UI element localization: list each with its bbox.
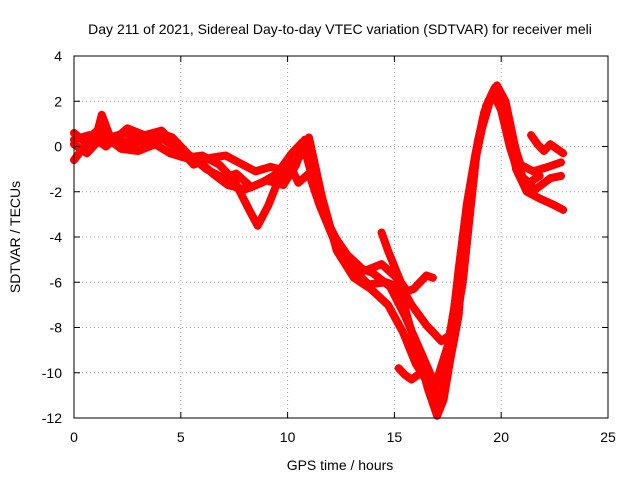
series-track-6 [527, 131, 568, 158]
x-tick-label: 5 [177, 429, 185, 445]
data-point-markers [394, 364, 422, 384]
y-tick-label: -10 [42, 365, 62, 381]
x-tick-label: 15 [387, 429, 403, 445]
y-tick-label: -4 [50, 229, 63, 245]
x-tick-label: 20 [493, 429, 509, 445]
y-tick-label: -6 [50, 274, 63, 290]
tick-layer: 0 5 10 15 20 25 -12 -10 -8 -6 -4 -2 0 2 4 [42, 48, 616, 445]
x-axis-label: GPS time / hours [287, 457, 394, 473]
y-axis-label: SDTVAR / TECUs [7, 181, 23, 293]
y-tick-label: -8 [50, 320, 63, 336]
series-track-5 [377, 228, 437, 384]
y-tick-label: -2 [50, 184, 63, 200]
y-tick-label: -12 [42, 410, 62, 426]
x-tick-label: 25 [600, 429, 616, 445]
chart-title: Day 211 of 2021, Sidereal Day-to-day VTE… [88, 21, 592, 37]
x-tick-label: 10 [280, 429, 296, 445]
data-point-markers [527, 131, 568, 158]
y-tick-label: 4 [54, 48, 62, 64]
x-tick-label: 0 [70, 429, 78, 445]
y-tick-label: 0 [54, 139, 62, 155]
data-point-markers [377, 228, 437, 296]
y-tick-label: 2 [54, 93, 62, 109]
